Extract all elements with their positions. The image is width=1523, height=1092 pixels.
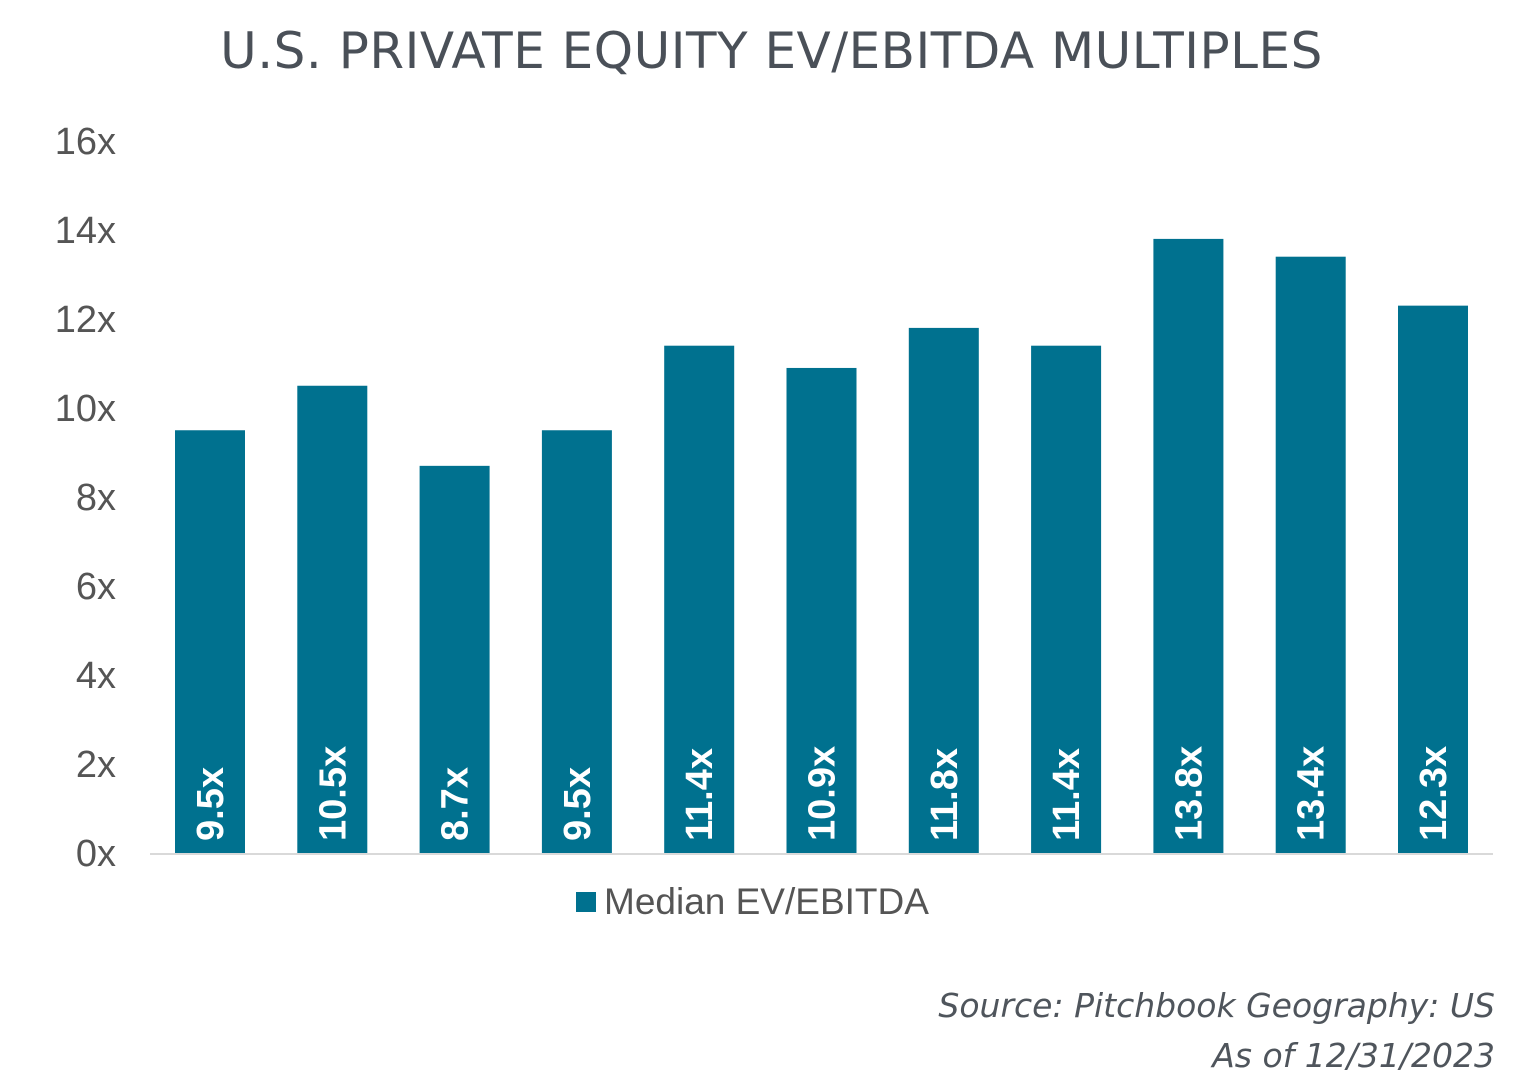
bar-value-label: 11.4x <box>1046 748 1088 841</box>
bar-value-label: 11.8x <box>924 748 966 841</box>
bar-value-label: 10.5x <box>312 746 354 841</box>
y-tick-label: 8x <box>76 477 116 519</box>
bar-value-label: 13.4x <box>1291 746 1333 841</box>
legend-label: Median EV/EBITDA <box>604 881 929 922</box>
y-tick-label: 0x <box>76 833 116 875</box>
bar <box>786 367 857 853</box>
bar-value-label: 12.3x <box>1413 746 1455 841</box>
bar-value-label: 13.8x <box>1168 746 1210 841</box>
y-tick-label: 2x <box>76 744 116 786</box>
data-labels: 9.5x 10.5x 8.7x 9.5x 11.4x 10.9x 11.8x 11.4x 13.… <box>190 746 1455 841</box>
bar <box>419 465 490 853</box>
y-tick-label: 10x <box>55 388 116 430</box>
as-of-date: As of 12/31/2023 <box>1212 1036 1495 1075</box>
legend: Median EV/EBITDA <box>576 881 929 922</box>
bar <box>175 430 245 853</box>
y-tick-label: 4x <box>76 655 116 697</box>
y-tick-label: 14x <box>55 210 116 252</box>
bar <box>1153 238 1224 853</box>
bar-value-label: 9.5x <box>190 767 232 841</box>
y-tick-label: 6x <box>76 566 116 608</box>
source-note: Source: Pitchbook Geography: US <box>938 986 1495 1025</box>
bar-series <box>175 238 1468 853</box>
legend-swatch <box>576 892 596 912</box>
bar-value-label: 11.4x <box>679 748 721 841</box>
y-tick-label: 16x <box>55 121 116 163</box>
bar <box>1398 305 1468 853</box>
bar <box>297 385 368 853</box>
bar <box>1031 345 1102 853</box>
bar-value-label: 10.9x <box>802 746 844 841</box>
y-axis: 0x 2x 4x 6x 8x 10x 12x 14x 16x <box>55 121 116 875</box>
bar <box>541 430 612 853</box>
bar <box>664 345 735 853</box>
bar <box>1275 256 1346 853</box>
bar-value-label: 9.5x <box>557 767 599 841</box>
y-tick-label: 12x <box>55 299 116 341</box>
bar-value-label: 8.7x <box>435 767 477 841</box>
chart-title: U.S. PRIVATE EQUITY EV/EBITDA MULTIPLES <box>220 22 1323 80</box>
bar <box>908 327 979 853</box>
